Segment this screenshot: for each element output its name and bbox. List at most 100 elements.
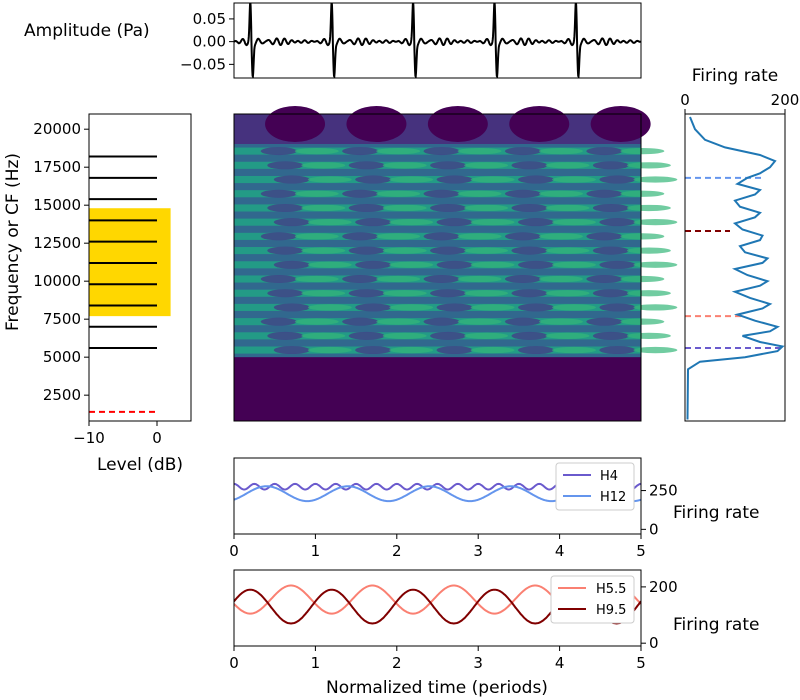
neurogram-peak [382,247,427,254]
neurogram-peak [538,233,583,240]
neurogram-peak [470,219,515,226]
neurogram-peak [633,219,678,226]
neurogram-peak [294,233,339,240]
neurogram-trough [267,289,304,298]
waveform-ytick-label: 0.05 [193,10,226,28]
neurogram-trough [342,232,379,241]
neurogram-top-dark [509,106,570,142]
neurogram-peak [470,261,515,268]
neurogram-panel [233,106,678,422]
neurogram-trough [260,189,297,198]
neurogram-trough [511,289,548,298]
legend-h12-label: H12 [600,490,626,505]
timecourse2-frame [233,569,642,647]
spectrum-frame [88,113,192,422]
neurogram-trough [511,161,548,170]
neurogram-trough [348,203,385,212]
spectrum-xlabel: Level (dB) [97,455,183,475]
spectrum-ytick-label: 2500 [43,386,81,404]
neurogram-trough [511,246,548,255]
waveform-ytick-label: 0.00 [193,33,226,51]
neurogram-peak [389,176,434,183]
timecourse-xtick-label: 0 [229,542,239,560]
neurogram-trough [599,218,636,227]
neurogram-trough [260,275,297,283]
neurogram-trough [586,275,623,283]
timecourse-xtick-label: 2 [392,542,402,560]
neurogram-trough [517,218,554,227]
neurogram-trough [517,303,554,312]
spectrum-ytick-label: 20000 [33,120,81,138]
neurogram-peak [389,219,434,226]
waveform-line [234,3,641,78]
neurogram-trough [348,289,385,298]
timecourse-xtick-label: 4 [555,542,565,560]
neurogram-peak [307,261,352,268]
neurogram-peak [470,346,515,354]
rate-panel: Firing rate 0 200 [680,66,800,422]
rate-profile-line [686,116,785,420]
neurogram-trough [273,218,310,227]
neurogram-trough [260,147,297,156]
neurogram-trough [348,161,385,170]
neurogram-peak [301,162,346,169]
neurogram-trough [436,260,473,269]
spectrum-harmonics [89,155,157,350]
neurogram-trough [423,317,460,326]
timecourse-xtick-label: 3 [473,542,483,560]
neurogram-peak [633,304,678,311]
neurogram-peak [376,147,421,155]
neurogram-peak [470,176,515,183]
timecourse-xtick-label: 2 [392,654,402,672]
timecourse-ytick-label: 0 [649,520,659,538]
spectrum-ytick-label: 12500 [33,234,81,252]
neurogram-frame [233,113,642,422]
neurogram-top-dark [427,106,488,142]
neurogram-peak [620,190,665,197]
neurogram-top-dark [265,106,326,142]
neurogram-trough [355,218,392,227]
neurogram-trough [267,246,304,255]
timecourse-xtick-label: 1 [311,654,321,672]
waveform-ytick-label: −0.05 [180,55,226,73]
neurogram-peak [620,147,665,155]
neurogram-trough [586,147,623,156]
spectrum-panel: 20000 17500 15000 12500 10000 7500 5000 2500 −1… [3,113,192,475]
neurogram-trough [267,331,304,340]
timecourse1-ylabel: Firing rate [673,503,759,523]
timecourse-xtick-label: 0 [229,654,239,672]
neurogram-trough [592,161,629,170]
neurogram-trough [273,303,310,312]
timecourse-ytick-label: 200 [649,578,678,596]
neurogram-peak [464,204,509,212]
neurogram-peak [620,233,665,240]
timecourse2-ylabel: Firing rate [673,615,759,635]
timecourse-xtick-label: 5 [636,542,646,560]
neurogram-trough [342,275,379,283]
timecourse1-xticks: 0 1 2 3 4 5 [229,534,646,560]
neurogram-trough [436,175,473,184]
neurogram-peak [538,275,583,283]
neurogram-trough [592,289,629,298]
timecourse2-xticks: 0 1 2 3 4 5 [229,646,646,672]
spectrum-ytick-label: 15000 [33,196,81,214]
neurogram-peak [551,304,596,311]
neurogram-peak [464,162,509,169]
neurogram-peak [376,190,421,197]
neurogram-peak [620,275,665,283]
rate-xtick-label: 200 [771,91,800,109]
neurogram-peak [470,304,515,311]
neurogram-trough [517,346,554,355]
neurogram-peak [307,304,352,311]
neurogram-peak [457,275,502,283]
neurogram-trough [504,317,541,326]
neurogram-trough [504,189,541,198]
spectrum-yticks: 20000 17500 15000 12500 10000 7500 5000 2500 [33,120,89,404]
neurogram-peak [626,204,671,212]
spectrum-ytick-label: 5000 [43,348,81,366]
timecourse2-legend: H5.5 H9.5 [550,575,635,624]
timecourse-xtick-label: 5 [636,654,646,672]
neurogram-trough [430,161,467,170]
neurogram-peak [457,318,502,325]
neurogram-peak [301,290,346,297]
